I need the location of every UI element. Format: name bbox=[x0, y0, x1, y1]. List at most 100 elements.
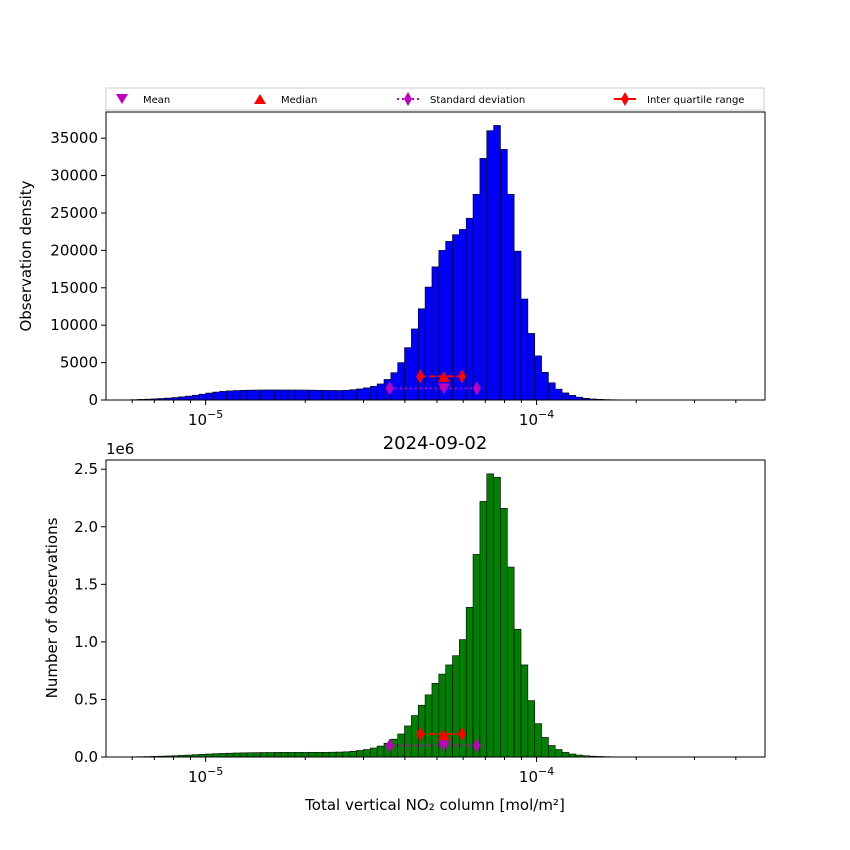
count-iqr-high-marker bbox=[457, 726, 466, 741]
density-histogram-bar bbox=[322, 390, 330, 401]
count-x-tick-label: 10−5 bbox=[188, 765, 223, 786]
density-y-ticks: 0 5000 10000 15000 20000 25000 30000 35000 bbox=[50, 129, 106, 409]
count-histogram-bar bbox=[520, 664, 529, 758]
count-histogram-bar bbox=[548, 745, 556, 758]
density-histogram-bar bbox=[246, 389, 255, 401]
count-histogram-bar bbox=[267, 752, 275, 758]
count-histogram-bar bbox=[493, 476, 501, 758]
density-histogram-bar bbox=[452, 234, 460, 401]
legend-iqr-marker bbox=[621, 92, 629, 106]
density-histogram-bar bbox=[541, 372, 549, 401]
count-histogram-bar bbox=[479, 501, 488, 758]
count-histogram-bar bbox=[315, 751, 323, 758]
density-std-low-marker bbox=[385, 381, 394, 396]
density-histogram-bar bbox=[472, 193, 481, 401]
density-histogram-bar bbox=[479, 158, 488, 401]
count-y-tick-label: 0.5 bbox=[74, 690, 98, 708]
density-y-tick-label: 35000 bbox=[50, 129, 98, 147]
count-median-marker bbox=[437, 729, 450, 741]
density-iqr-low-marker bbox=[416, 369, 425, 384]
legend: Mean Median Standard deviation Inter qua… bbox=[105, 87, 765, 111]
count-histogram-bar bbox=[472, 554, 481, 758]
count-std-low-marker bbox=[385, 738, 394, 753]
density-histogram-bar bbox=[417, 308, 426, 401]
density-histogram-bar bbox=[219, 391, 227, 401]
density-histogram-bar bbox=[342, 389, 351, 401]
density-histogram-bar bbox=[335, 390, 344, 401]
count-histogram-bar bbox=[226, 752, 234, 758]
count-histogram-bar bbox=[554, 749, 563, 758]
count-histogram-bar bbox=[328, 751, 337, 758]
count-histogram-bar bbox=[424, 694, 433, 758]
density-histogram-bar bbox=[287, 389, 296, 401]
density-histogram-bar bbox=[554, 388, 563, 401]
count-histogram-bar bbox=[452, 655, 460, 758]
legend-iqr-label: Inter quartile range bbox=[647, 95, 744, 106]
density-bars bbox=[130, 125, 714, 401]
count-histogram-bar bbox=[301, 752, 309, 758]
count-histogram-bar bbox=[342, 751, 351, 758]
count-histogram-bar bbox=[527, 700, 536, 758]
density-histogram-bar bbox=[274, 389, 282, 401]
count-stat-markers bbox=[385, 726, 481, 753]
density-histogram-bar bbox=[397, 362, 405, 401]
density-histogram-bar bbox=[561, 392, 570, 401]
legend-mean-marker bbox=[116, 94, 128, 104]
count-y-ticks: 0.0 0.5 1.0 1.5 2.0 2.5 bbox=[74, 460, 106, 766]
density-stat-markers bbox=[385, 369, 481, 396]
density-histogram-bar bbox=[308, 389, 316, 401]
count-std-high-marker bbox=[472, 738, 481, 753]
count-histogram-bar bbox=[500, 508, 508, 758]
count-panel: 2024-09-02 1e6 0.00.51.01.52.02.5 10−5 10… bbox=[43, 433, 766, 814]
count-y-tick-label: 0.0 bbox=[74, 748, 98, 766]
count-histogram-bar bbox=[253, 752, 261, 758]
legend-std-marker bbox=[404, 92, 412, 106]
density-histogram-bar bbox=[500, 149, 508, 401]
count-histogram-bar bbox=[534, 723, 542, 758]
count-x-ticks: 10−5 10−4 bbox=[131, 757, 737, 786]
legend-frame bbox=[105, 87, 765, 111]
count-x-tick-label: 10−4 bbox=[519, 765, 554, 786]
density-mean-marker bbox=[437, 383, 450, 395]
density-histogram-bar bbox=[349, 389, 357, 401]
density-histogram-bar bbox=[548, 382, 556, 401]
density-histogram-bar bbox=[212, 391, 220, 401]
density-histogram-bar bbox=[226, 390, 234, 401]
count-y-tick-label: 2.0 bbox=[74, 518, 98, 536]
density-y-tick-label: 25000 bbox=[50, 204, 98, 222]
count-histogram-bar bbox=[376, 745, 385, 758]
density-histogram-bar bbox=[356, 388, 364, 401]
density-histogram-bar bbox=[465, 217, 474, 401]
density-median-marker bbox=[437, 371, 450, 383]
density-histogram-bar bbox=[267, 389, 275, 401]
count-histogram-bar bbox=[219, 753, 227, 758]
count-histogram-bar bbox=[308, 751, 316, 758]
density-histogram-bar bbox=[486, 130, 494, 401]
density-iqr-high-marker bbox=[457, 369, 466, 384]
density-plot-frame bbox=[105, 111, 766, 401]
density-histogram-bar bbox=[191, 394, 200, 401]
count-histogram-bar bbox=[513, 628, 522, 758]
count-histogram-bar bbox=[486, 473, 494, 758]
density-histogram-bar bbox=[260, 389, 268, 401]
density-x-tick-label: 10−5 bbox=[188, 408, 223, 429]
count-histogram-bar bbox=[274, 752, 282, 758]
density-histogram-bar bbox=[253, 389, 261, 401]
count-histogram-bar bbox=[239, 752, 248, 758]
density-y-tick-label: 20000 bbox=[50, 241, 98, 259]
density-histogram-bar bbox=[568, 395, 577, 401]
legend-median-label: Median bbox=[281, 95, 317, 106]
density-histogram-bar bbox=[534, 355, 542, 401]
density-histogram-bar bbox=[301, 389, 309, 401]
density-histogram-bar bbox=[513, 250, 522, 401]
density-histogram-bar bbox=[493, 125, 501, 401]
density-histogram-bar bbox=[404, 347, 412, 401]
density-y-tick-label: 10000 bbox=[50, 316, 98, 334]
count-histogram-bar bbox=[356, 750, 364, 758]
density-histogram-bar bbox=[232, 390, 241, 401]
count-bars bbox=[130, 473, 673, 758]
density-histogram-bar bbox=[280, 389, 289, 401]
density-histogram-bar bbox=[315, 389, 323, 401]
density-y-tick-label: 0 bbox=[88, 391, 98, 409]
count-x-axis-label: Total vertical NO₂ column [mol/m²] bbox=[304, 796, 565, 814]
